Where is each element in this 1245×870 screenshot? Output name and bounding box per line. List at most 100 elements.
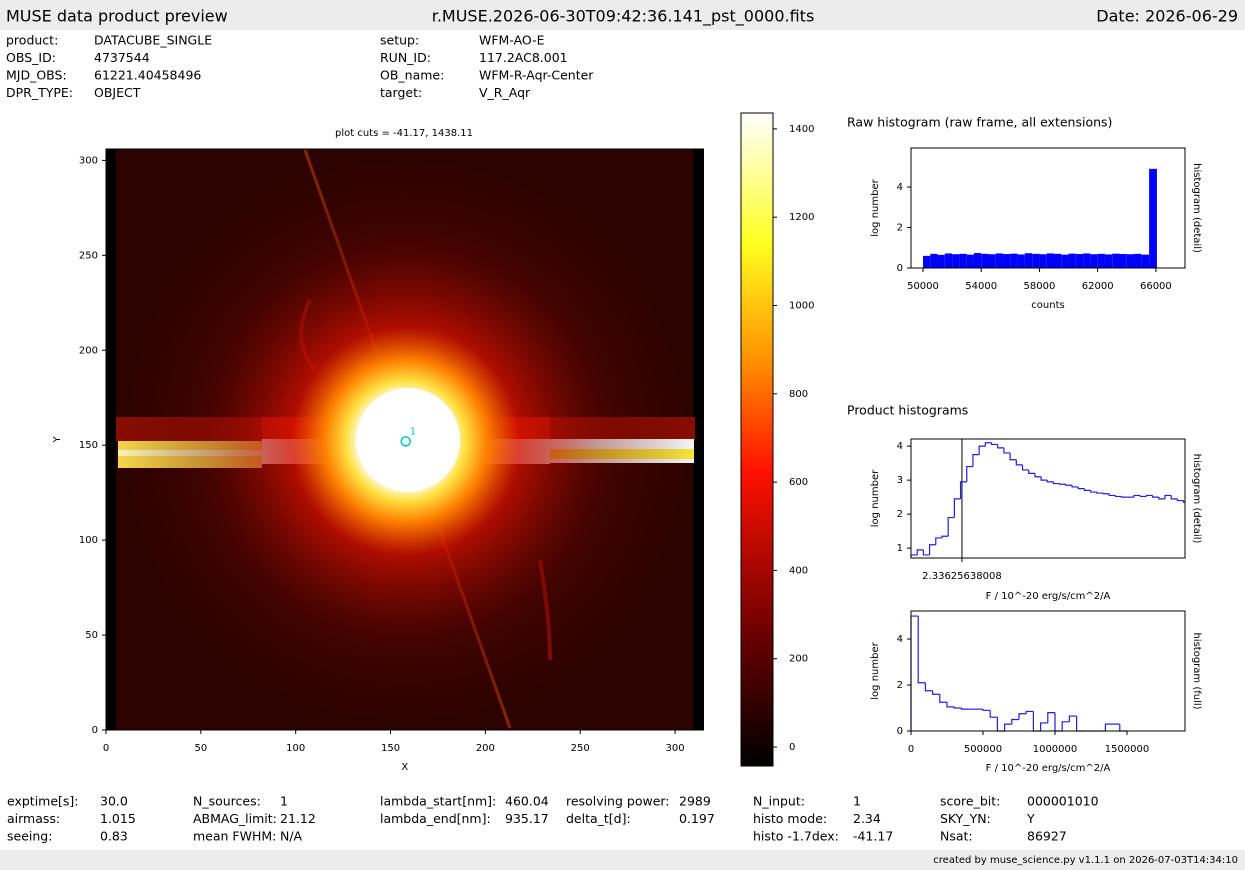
hist-bar — [1061, 254, 1069, 268]
hist-step — [1018, 713, 1027, 720]
hist-bar — [1032, 253, 1040, 268]
y-tick-label: 1000 — [789, 301, 814, 312]
hist-bar — [1046, 253, 1054, 268]
hist-step — [959, 481, 967, 499]
axes-frame — [910, 610, 1186, 732]
hist-step — [1114, 495, 1122, 498]
hist-bar — [944, 253, 953, 268]
y-tick-label: 400 — [789, 565, 808, 576]
field-value: 460.04 — [505, 794, 549, 809]
field-value: V_R_Aqr — [479, 85, 531, 100]
section-title: Product histograms — [847, 403, 968, 418]
hist-step — [932, 690, 940, 695]
hist-step — [972, 454, 980, 467]
field-label: product: — [6, 33, 58, 48]
field-label: delta_t[d]: — [566, 811, 631, 826]
hist-step — [982, 709, 991, 711]
hist-bar — [1119, 254, 1127, 268]
field-label: Nsat: — [940, 829, 973, 844]
field-label: score_bit: — [940, 794, 1000, 809]
colorbar-gradient — [741, 113, 773, 766]
hist-bar — [1053, 253, 1062, 268]
hist-step — [1061, 721, 1070, 731]
x-axis-label: F / 10^-20 erg/s/cm^2/A — [986, 763, 1111, 774]
x-tick-label: 250 — [571, 743, 590, 754]
field-label: mean FWHM: — [193, 829, 276, 844]
x-tick-label: 66000 — [1140, 281, 1172, 292]
field-value: 1.015 — [100, 811, 136, 826]
image-art — [106, 149, 704, 730]
hist-step — [984, 442, 992, 447]
hist-step — [1145, 494, 1153, 497]
hist-step — [989, 710, 998, 718]
y-tick-label: 50 — [85, 630, 98, 641]
field-value: 61221.40458496 — [94, 68, 201, 83]
axes-frame — [105, 148, 704, 731]
hist-step — [946, 702, 955, 708]
hist-step — [966, 465, 973, 482]
field-label: SKY_YN: — [940, 811, 991, 826]
field-value: 0.83 — [100, 829, 128, 844]
field-label: DPR_TYPE: — [6, 85, 73, 100]
hist-step — [1059, 483, 1066, 485]
field-label: target: — [380, 85, 422, 100]
field-label: lambda_end[nm]: — [380, 811, 491, 826]
hist-step — [928, 544, 936, 555]
field-label: ABMAG_limit: — [193, 811, 277, 826]
hist-bar — [1097, 253, 1105, 268]
field-label: lambda_start[nm]: — [380, 794, 496, 809]
y-tick-label: 4 — [897, 441, 903, 452]
field-value: 0.197 — [679, 811, 715, 826]
y-tick-label: 300 — [79, 155, 98, 166]
field-label: seeing: — [7, 829, 52, 844]
field-value: Y — [1026, 811, 1035, 826]
y-tick-label: 1200 — [789, 212, 814, 223]
hist-step — [996, 717, 1005, 732]
hist-bar — [1039, 254, 1047, 268]
hist-step — [917, 616, 926, 684]
axes-frame — [740, 112, 774, 767]
hist-step — [910, 615, 919, 731]
field-value: 935.17 — [505, 811, 549, 826]
hist-bar — [973, 253, 982, 268]
hist-step — [960, 708, 969, 710]
hist-bar — [1017, 254, 1025, 268]
hist-step — [1046, 480, 1054, 483]
y-tick-label: 600 — [789, 477, 808, 488]
hist-step — [935, 537, 942, 545]
y-tick-label: 0 — [789, 742, 795, 753]
y-tick-label: 800 — [789, 389, 808, 400]
y-tick-label: 200 — [79, 345, 98, 356]
hist-bar — [1024, 253, 1033, 268]
y-tick-label: 200 — [789, 654, 808, 665]
header-date: Date: 2026-06-29 — [1096, 7, 1238, 26]
hist-step — [1090, 490, 1097, 493]
source-label: 1 — [410, 426, 416, 437]
hist-step — [1021, 464, 1029, 471]
field-label: N_sources: — [193, 794, 261, 809]
header-title: MUSE data product preview — [6, 7, 228, 26]
hist-step — [1096, 492, 1104, 494]
hist-step — [1083, 488, 1091, 491]
hist-step — [1104, 723, 1113, 731]
hist-bar — [1068, 253, 1076, 268]
field-value: 2989 — [679, 794, 711, 809]
chart-title: plot cuts = -41.17, 1438.11 — [335, 128, 473, 139]
field-value: 4737544 — [94, 50, 150, 65]
y-axis-label: log number — [870, 469, 881, 527]
y-tick-label: 2 — [897, 680, 903, 691]
x-tick-label: 54000 — [965, 281, 997, 292]
hist-step — [1011, 718, 1019, 725]
field-value: DATACUBE_SINGLE — [94, 33, 212, 48]
header-bar — [0, 0, 1245, 30]
field-label: exptime[s]: — [7, 794, 79, 809]
field-value: 1 — [280, 794, 288, 809]
field-value: 2.34 — [853, 811, 881, 826]
x-tick-label: 1000000 — [1033, 744, 1078, 755]
x-axis-label: X — [401, 762, 408, 773]
hist-step — [922, 549, 930, 556]
hist-bar — [1075, 254, 1084, 268]
hist-step — [1068, 715, 1077, 722]
x-axis-label: F / 10^-20 erg/s/cm^2/A — [986, 591, 1111, 602]
hist-step — [953, 706, 962, 709]
